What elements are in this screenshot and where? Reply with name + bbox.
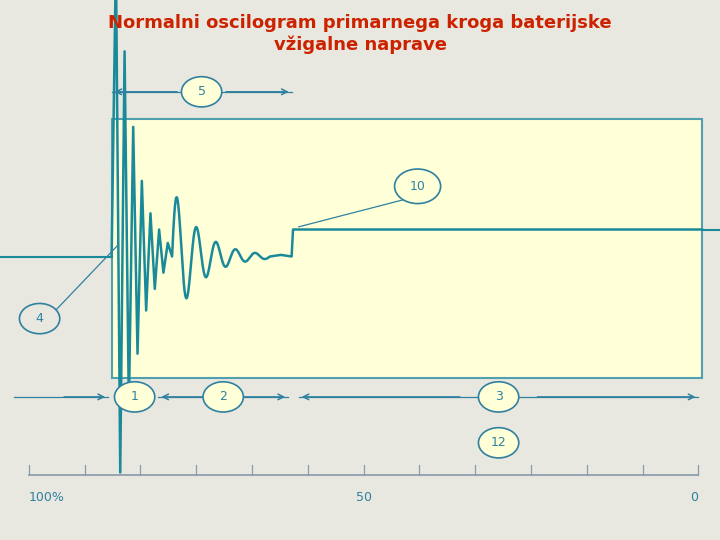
Circle shape <box>478 382 518 412</box>
Text: 50: 50 <box>356 491 372 504</box>
Text: 5: 5 <box>197 85 206 98</box>
Text: 1: 1 <box>131 390 138 403</box>
Text: 2: 2 <box>220 390 227 403</box>
Text: 4: 4 <box>36 312 43 325</box>
Bar <box>112 119 702 378</box>
Text: 12: 12 <box>491 436 506 449</box>
Text: 0: 0 <box>690 491 698 504</box>
Text: 100%: 100% <box>29 491 65 504</box>
Text: 10: 10 <box>410 180 426 193</box>
Circle shape <box>203 382 243 412</box>
Circle shape <box>181 77 222 107</box>
Text: Normalni oscilogram primarnega kroga baterijske
vžigalne naprave: Normalni oscilogram primarnega kroga bat… <box>108 14 612 55</box>
Circle shape <box>478 428 518 458</box>
Circle shape <box>19 303 60 334</box>
Text: 3: 3 <box>495 390 503 403</box>
Circle shape <box>395 169 441 204</box>
Circle shape <box>114 382 155 412</box>
